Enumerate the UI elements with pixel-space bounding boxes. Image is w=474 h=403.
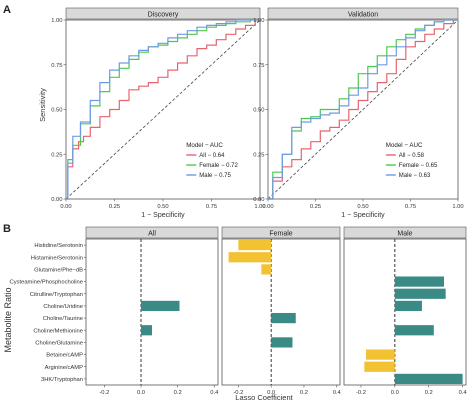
legend-label-male: Male − 0.75: [199, 173, 231, 179]
chance-line: [65, 19, 261, 200]
bar-xlabel: Lasso Coefficient: [235, 393, 293, 402]
category-label: Histidine/Serotonin: [34, 243, 83, 249]
x-tick-label: 0.75: [405, 204, 416, 210]
y-tick-label: 0.00: [51, 197, 62, 203]
legend-label-all: All − 0.64: [199, 153, 225, 159]
roc-curve-male: [268, 19, 458, 200]
facet-title: Male: [397, 231, 412, 238]
x-tick-label: 0.25: [109, 204, 120, 210]
coefficient-bar: [238, 239, 272, 251]
x-tick-label: 1.00: [452, 204, 463, 210]
category-label: Histamine/Serotonin: [31, 255, 83, 261]
facet-title: Validation: [348, 12, 378, 19]
x-tick-label: 0.2: [300, 390, 308, 396]
coefficient-bar: [271, 337, 293, 348]
x-axis-label: 1 − Specificity: [341, 212, 385, 219]
coefficient-bar: [394, 276, 444, 287]
x-tick-label: 0.0: [267, 390, 275, 396]
coefficient-bar: [394, 373, 463, 385]
coefficient-bar: [141, 300, 180, 312]
facet-strip: [267, 7, 459, 20]
x-tick-label: 0.0: [137, 390, 145, 396]
legend-title: Model − AUC: [386, 142, 423, 149]
x-tick-label: -0.2: [99, 390, 109, 396]
roc-curve-male: [66, 19, 260, 200]
legend-label-male: Male − 0.63: [399, 173, 431, 179]
facet-title: All: [148, 231, 156, 238]
x-tick-label: -0.2: [356, 390, 366, 396]
x-tick-label: 0.0: [391, 390, 399, 396]
x-axis-label: 1 − Specificity: [141, 212, 185, 219]
x-tick-label: 0.4: [210, 390, 219, 396]
x-tick-label: 0.00: [60, 204, 71, 210]
legend-label-female: Female − 0.65: [399, 163, 438, 169]
legend-title: Model − AUC: [186, 142, 223, 149]
y-tick-label: 0.25: [253, 152, 264, 158]
y-tick-label: 1.00: [51, 18, 62, 24]
x-tick-label: 0.50: [157, 204, 168, 210]
y-tick-label: 0.25: [51, 152, 62, 158]
facet-strip: [85, 226, 219, 239]
facet-title: Female: [269, 231, 292, 238]
category-label: Choline/Methionine: [33, 328, 83, 334]
legend-label-female: Female − 0.72: [199, 163, 238, 169]
x-tick-label: 0.25: [310, 204, 321, 210]
facet-strip: [343, 226, 467, 239]
category-label: Choline/Uridine: [43, 304, 83, 310]
plot-frame: [343, 238, 467, 386]
x-tick-label: 0.00: [262, 204, 273, 210]
category-label: Citrulline/Tryptophan: [30, 292, 83, 298]
facet-strip: [65, 7, 261, 20]
x-tick-label: 0.2: [425, 390, 433, 396]
plot-frame: [85, 238, 219, 386]
y-tick-label: 0.00: [253, 197, 264, 203]
roc-curve-all: [66, 19, 260, 200]
coefficient-bar: [364, 361, 395, 372]
roc-discovery: Discovery0.000.000.250.250.500.500.750.7…: [51, 7, 266, 219]
panel-label-b: B: [3, 223, 11, 235]
x-tick-label: 1.00: [254, 204, 265, 210]
category-label: Betaine/cAMP: [46, 353, 83, 359]
coefficient-bar: [261, 264, 272, 275]
y-tick-label: 1.00: [253, 18, 264, 24]
coefficient-bar: [394, 288, 446, 299]
facet-title: Discovery: [148, 12, 179, 19]
y-tick-label: 0.50: [51, 108, 62, 114]
coefficient-bar: [394, 325, 434, 336]
y-tick-label: 0.50: [253, 108, 264, 114]
category-label: Choline/Glutamine: [35, 340, 83, 346]
category-label: Arginine/cAMP: [45, 365, 83, 371]
lasso-bar-chart: Histidine/Serotonin Histamine/Serotonin Gl…: [10, 226, 468, 396]
coefficient-bar: [271, 312, 296, 324]
x-tick-label: 0.75: [206, 204, 217, 210]
x-tick-label: -0.2: [233, 390, 243, 396]
facet-strip: [221, 226, 341, 239]
x-tick-label: 0.2: [174, 390, 182, 396]
coefficient-bar: [228, 252, 272, 263]
x-tick-label: 0.50: [357, 204, 368, 210]
roc-validation: Validation 0.000.00 0.25 0.25 0.50 0.50 0.75 0.…: [253, 7, 464, 219]
y-tick-label: 0.75: [51, 63, 62, 69]
category-label: Choline/Taurine: [43, 316, 83, 322]
x-tick-label: 0.4: [459, 390, 468, 396]
category-label: Glutamine/Phe−dB: [34, 267, 83, 273]
category-label: Cysteamine/Phosphocholine: [10, 280, 83, 286]
chance-line: [267, 19, 459, 200]
panel-label-a: A: [3, 4, 11, 16]
y-tick-label: 0.75: [253, 63, 264, 69]
bar-ylabel: Metabolite Ratio: [3, 287, 13, 352]
category-label: 3HK/Tryptophan: [41, 377, 83, 383]
coefficient-bar: [141, 325, 152, 336]
roc-curve-all: [268, 19, 458, 200]
plot-frame: [221, 238, 341, 386]
roc-ylabel: Sensitivity: [38, 88, 47, 122]
legend-label-all: All − 0.58: [399, 153, 425, 159]
coefficient-bar: [366, 349, 395, 360]
coefficient-bar: [394, 300, 422, 312]
x-tick-label: 0.4: [333, 390, 342, 396]
